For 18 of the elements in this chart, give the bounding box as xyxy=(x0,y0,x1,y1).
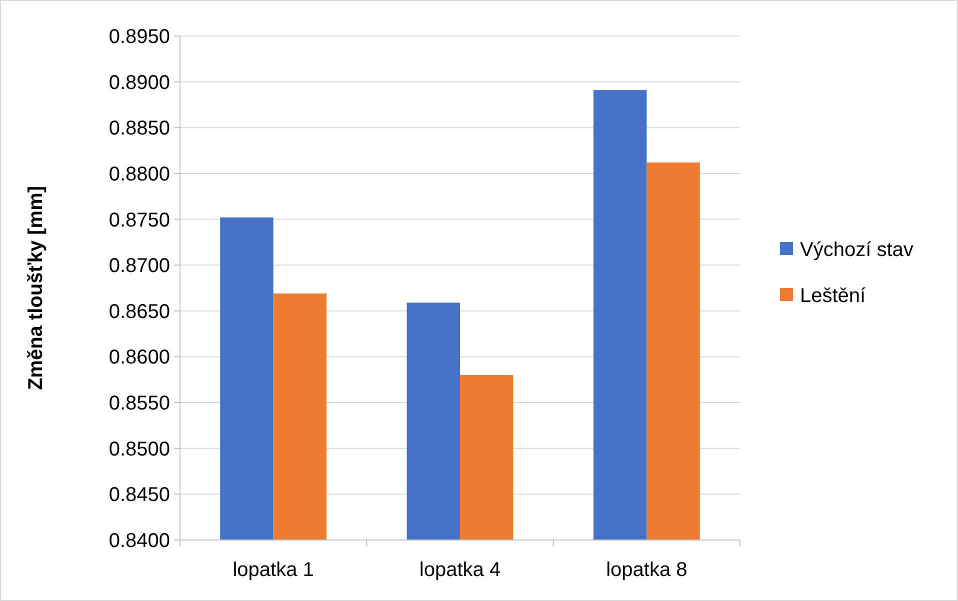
y-tick-label: 0.8900 xyxy=(108,72,170,94)
y-tick-label: 0.8550 xyxy=(108,392,170,415)
y-tick-label: 0.8950 xyxy=(108,26,170,48)
x-tick-label: lopatka 4 xyxy=(419,559,501,581)
y-tick-label: 0.8400 xyxy=(108,530,170,552)
y-tick-label: 0.8750 xyxy=(108,209,170,232)
y-tick-label: 0.8800 xyxy=(108,163,170,186)
y-tick-label: 0.8600 xyxy=(108,346,170,369)
y-axis-title: Změna tloušťky [mm] xyxy=(25,186,47,390)
legend-label: Leštění xyxy=(800,285,866,307)
legend-label: Výchozí stav xyxy=(800,239,914,261)
x-tick-label: lopatka 8 xyxy=(606,559,688,581)
y-tick-label: 0.8650 xyxy=(108,300,170,323)
y-tick-label: 0.8850 xyxy=(108,118,170,140)
y-tick-label: 0.8500 xyxy=(108,438,170,460)
y-tick-label: 0.8700 xyxy=(108,255,170,278)
y-tick-label: 0.8450 xyxy=(108,484,170,506)
x-tick-label: lopatka 1 xyxy=(232,559,314,581)
